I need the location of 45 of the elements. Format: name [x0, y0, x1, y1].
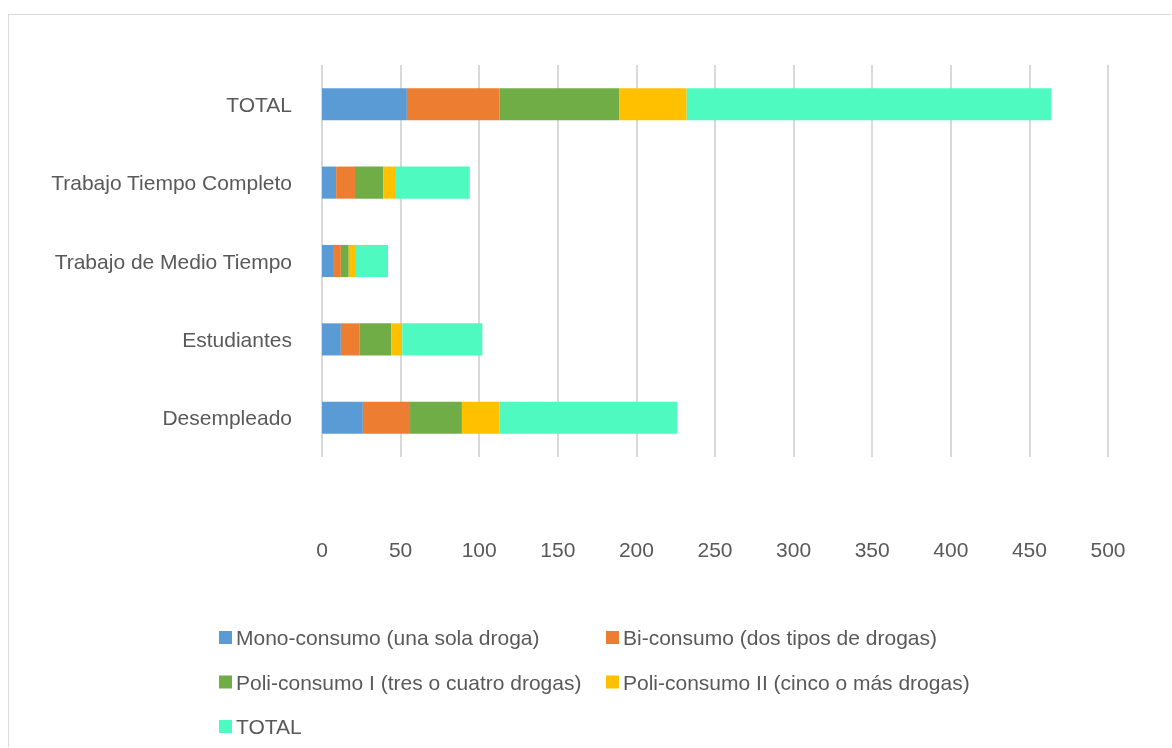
bar [322, 323, 341, 356]
bar [322, 88, 407, 121]
bar [359, 323, 392, 356]
y-tick-label: Estudiantes [182, 327, 292, 351]
bar [340, 244, 349, 278]
bar [499, 88, 620, 121]
y-tick-label: Trabajo Tiempo Completo [51, 171, 292, 195]
x-tick-label: 400 [933, 538, 969, 561]
x-tick-label: 0 [316, 538, 328, 561]
bar [395, 166, 470, 199]
bar [322, 166, 337, 199]
bar [410, 401, 462, 434]
y-tick-label: TOTAL [226, 92, 292, 116]
bar [322, 244, 333, 278]
bar [355, 244, 389, 278]
x-tick-label: 150 [540, 538, 576, 561]
bar [333, 244, 341, 278]
bar [619, 88, 687, 121]
bar [355, 166, 384, 199]
bar [461, 401, 500, 434]
bar [362, 401, 411, 434]
x-tick-label: 100 [461, 538, 497, 561]
bar [686, 88, 1052, 121]
x-tick-label: 500 [1090, 538, 1126, 561]
y-tick-label: Desempleado [162, 406, 292, 430]
bar [383, 166, 396, 199]
bar [336, 166, 356, 199]
x-tick-label: 50 [388, 538, 413, 561]
legend-label: Bi-consumo (dos tipos de drogas) [623, 626, 937, 649]
x-tick-label: 250 [697, 538, 733, 561]
legend-label: Poli-consumo I (tres o cuatro drogas) [236, 670, 582, 694]
bar [322, 401, 363, 434]
bar [402, 323, 483, 356]
bar [391, 323, 403, 356]
y-tick-label: Trabajo de Medio Tiempo [54, 249, 292, 273]
x-tick-label: 350 [854, 538, 890, 561]
bar [406, 88, 500, 121]
legend-label: Mono-consumo (una sola droga) [236, 626, 540, 649]
bar [499, 401, 678, 434]
x-tick-label: 450 [1011, 538, 1047, 561]
x-tick-label: 300 [776, 538, 812, 561]
legend-label: Poli-consumo II (cinco o más drogas) [623, 670, 970, 694]
bar [348, 244, 356, 278]
x-tick-label: 200 [618, 538, 654, 561]
bar [340, 323, 360, 356]
